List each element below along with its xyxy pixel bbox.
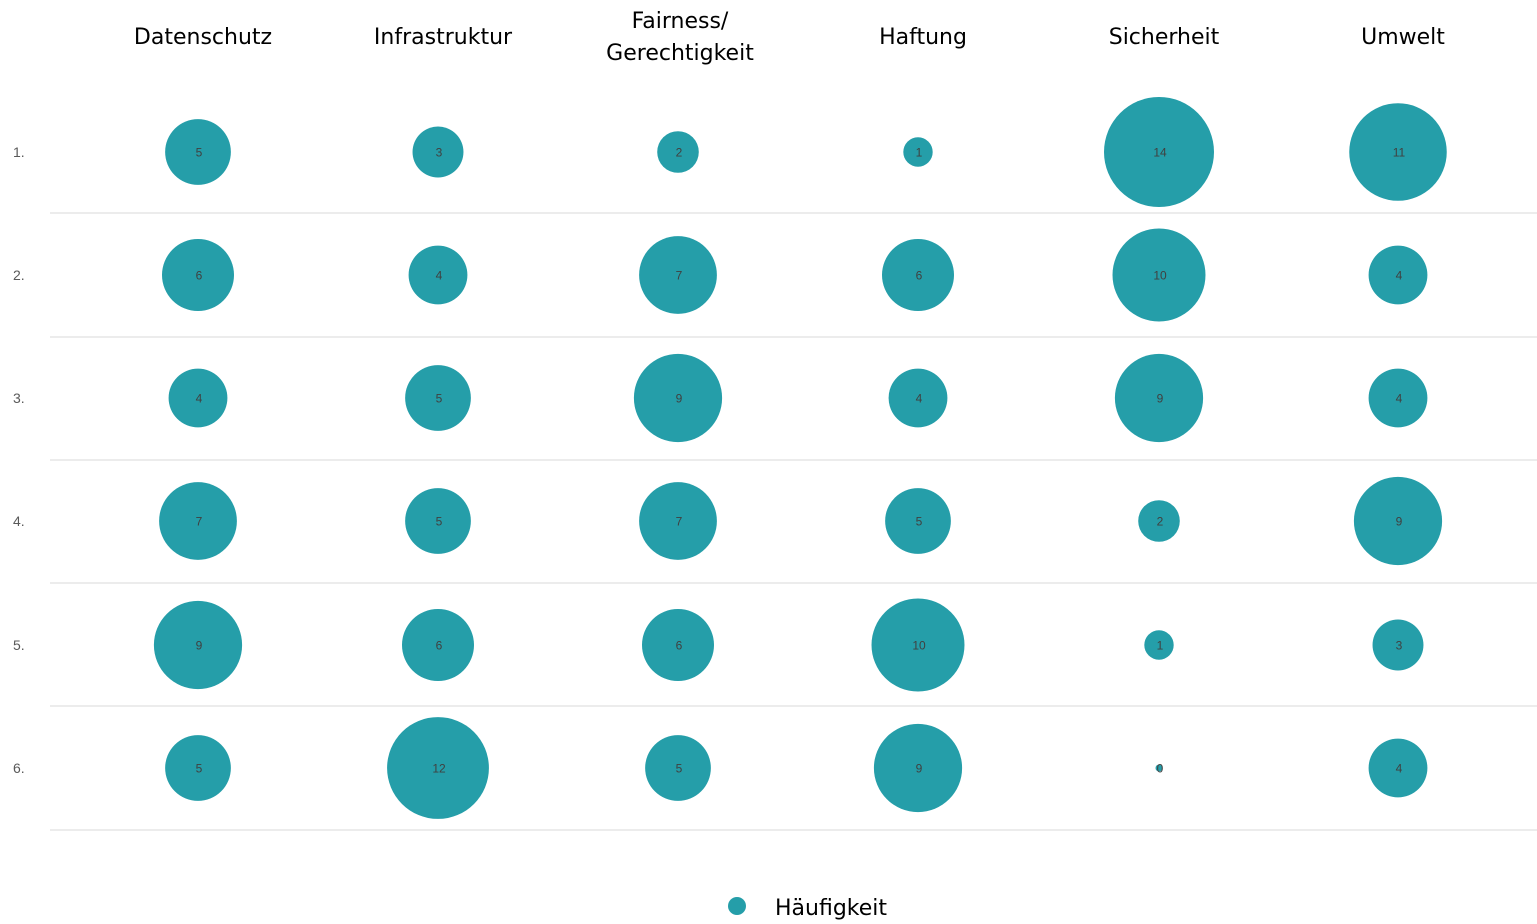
bubble <box>161 238 235 312</box>
bubble-value-label: 9 <box>676 392 683 406</box>
bubble <box>1368 245 1428 305</box>
bubble-value-label: 1 <box>916 146 923 160</box>
row-label: 3. <box>13 390 25 406</box>
bubble <box>881 238 955 312</box>
grid-lines <box>50 212 1537 831</box>
bubble-value-label: 6 <box>196 269 203 283</box>
column-label: Fairness/Gerechtigkeit <box>606 9 754 66</box>
legend-label: Häufigkeit <box>775 896 887 921</box>
bubble-value-label: 6 <box>916 269 923 283</box>
bubble <box>405 488 471 554</box>
bubble <box>1368 368 1428 428</box>
bubble-value-label: 4 <box>1396 269 1403 283</box>
bubble-value-label: 9 <box>196 639 203 653</box>
row-label: 6. <box>13 760 25 776</box>
bubble <box>873 723 963 813</box>
bubble-value-label: 4 <box>916 392 923 406</box>
bubble <box>641 608 715 682</box>
bubble-value-label: 9 <box>916 762 923 776</box>
bubble <box>387 717 489 819</box>
column-label: Datenschutz <box>134 25 272 50</box>
column-label: Umwelt <box>1361 25 1445 50</box>
bubble-value-label: 5 <box>196 146 203 160</box>
bubble <box>165 119 231 185</box>
bubbles: 5 3 2 1 14 11 6 4 7 6 10 4 4 5 9 4 9 4 7 5 7 5 2 9 9 6 6 10 1 3 5 12 5 9 0… <box>153 97 1447 819</box>
bubble-value-label: 4 <box>1396 392 1403 406</box>
bubble <box>888 368 948 428</box>
bubble <box>639 236 717 314</box>
bubble <box>903 137 933 167</box>
bubble-value-label: 3 <box>1396 639 1403 653</box>
row-labels: 1. 2. 3. 4. 5. 6. <box>13 144 25 776</box>
bubble-value-label: 5 <box>196 762 203 776</box>
bubble <box>405 365 471 431</box>
column-label: Sicherheit <box>1109 25 1220 50</box>
bubble-value-label: 3 <box>436 146 443 160</box>
bubble-value-label: 5 <box>916 515 923 529</box>
bubble-value-label: 5 <box>436 392 443 406</box>
bubble-value-label: 4 <box>436 269 443 283</box>
bubble-value-label: 1 <box>1157 639 1164 653</box>
bubble-value-label: 0 <box>1157 762 1164 776</box>
bubble-value-label: 10 <box>912 639 926 653</box>
bubble-value-label: 10 <box>1153 269 1167 283</box>
bubble-value-label: 5 <box>676 762 683 776</box>
bubble <box>153 600 243 690</box>
bubble <box>1353 476 1443 566</box>
bubble-value-label: 7 <box>676 269 683 283</box>
bubble <box>159 482 237 560</box>
bubble-value-label: 6 <box>436 639 443 653</box>
bubble-value-label: 9 <box>1396 515 1403 529</box>
bubble-value-label: 4 <box>196 392 203 406</box>
bubble-value-label: 12 <box>432 762 446 776</box>
bubble <box>1372 619 1424 671</box>
row-label: 2. <box>13 267 25 283</box>
bubble <box>1138 500 1180 542</box>
bubble-value-label: 11 <box>1393 146 1406 160</box>
bubble <box>1144 630 1174 660</box>
column-label: Haftung <box>879 25 967 50</box>
row-label: 1. <box>13 144 25 160</box>
bubble-value-label: 7 <box>676 515 683 529</box>
bubble <box>168 368 228 428</box>
bubble <box>657 131 699 173</box>
legend: Häufigkeit <box>728 896 887 921</box>
bubble <box>165 735 231 801</box>
bubble-value-label: 5 <box>436 515 443 529</box>
bubble <box>408 245 468 305</box>
bubble <box>633 353 723 443</box>
bubble <box>1368 738 1428 798</box>
column-label: Infrastruktur <box>374 25 513 50</box>
bubble-value-label: 14 <box>1153 146 1167 160</box>
bubble-value-label: 7 <box>196 515 203 529</box>
row-label: 4. <box>13 513 25 529</box>
bubble <box>1104 97 1214 207</box>
bubble <box>645 735 711 801</box>
bubble <box>871 598 965 692</box>
bubble <box>1114 353 1204 443</box>
bubble <box>412 126 464 178</box>
bubble-value-label: 2 <box>1157 515 1164 529</box>
bubble <box>401 608 475 682</box>
row-label: 5. <box>13 637 25 653</box>
legend-marker <box>728 897 746 915</box>
bubble-value-label: 6 <box>676 639 683 653</box>
column-labels: Datenschutz Infrastruktur Fairness/Gerecht… <box>134 9 1445 66</box>
bubble-value-label: 9 <box>1157 392 1164 406</box>
bubble <box>1155 764 1163 772</box>
bubble <box>885 488 951 554</box>
bubble <box>639 482 717 560</box>
bubble-value-label: 2 <box>676 146 683 160</box>
bubble-value-label: 4 <box>1396 762 1403 776</box>
bubble <box>1112 228 1206 322</box>
bubble <box>1349 103 1447 201</box>
